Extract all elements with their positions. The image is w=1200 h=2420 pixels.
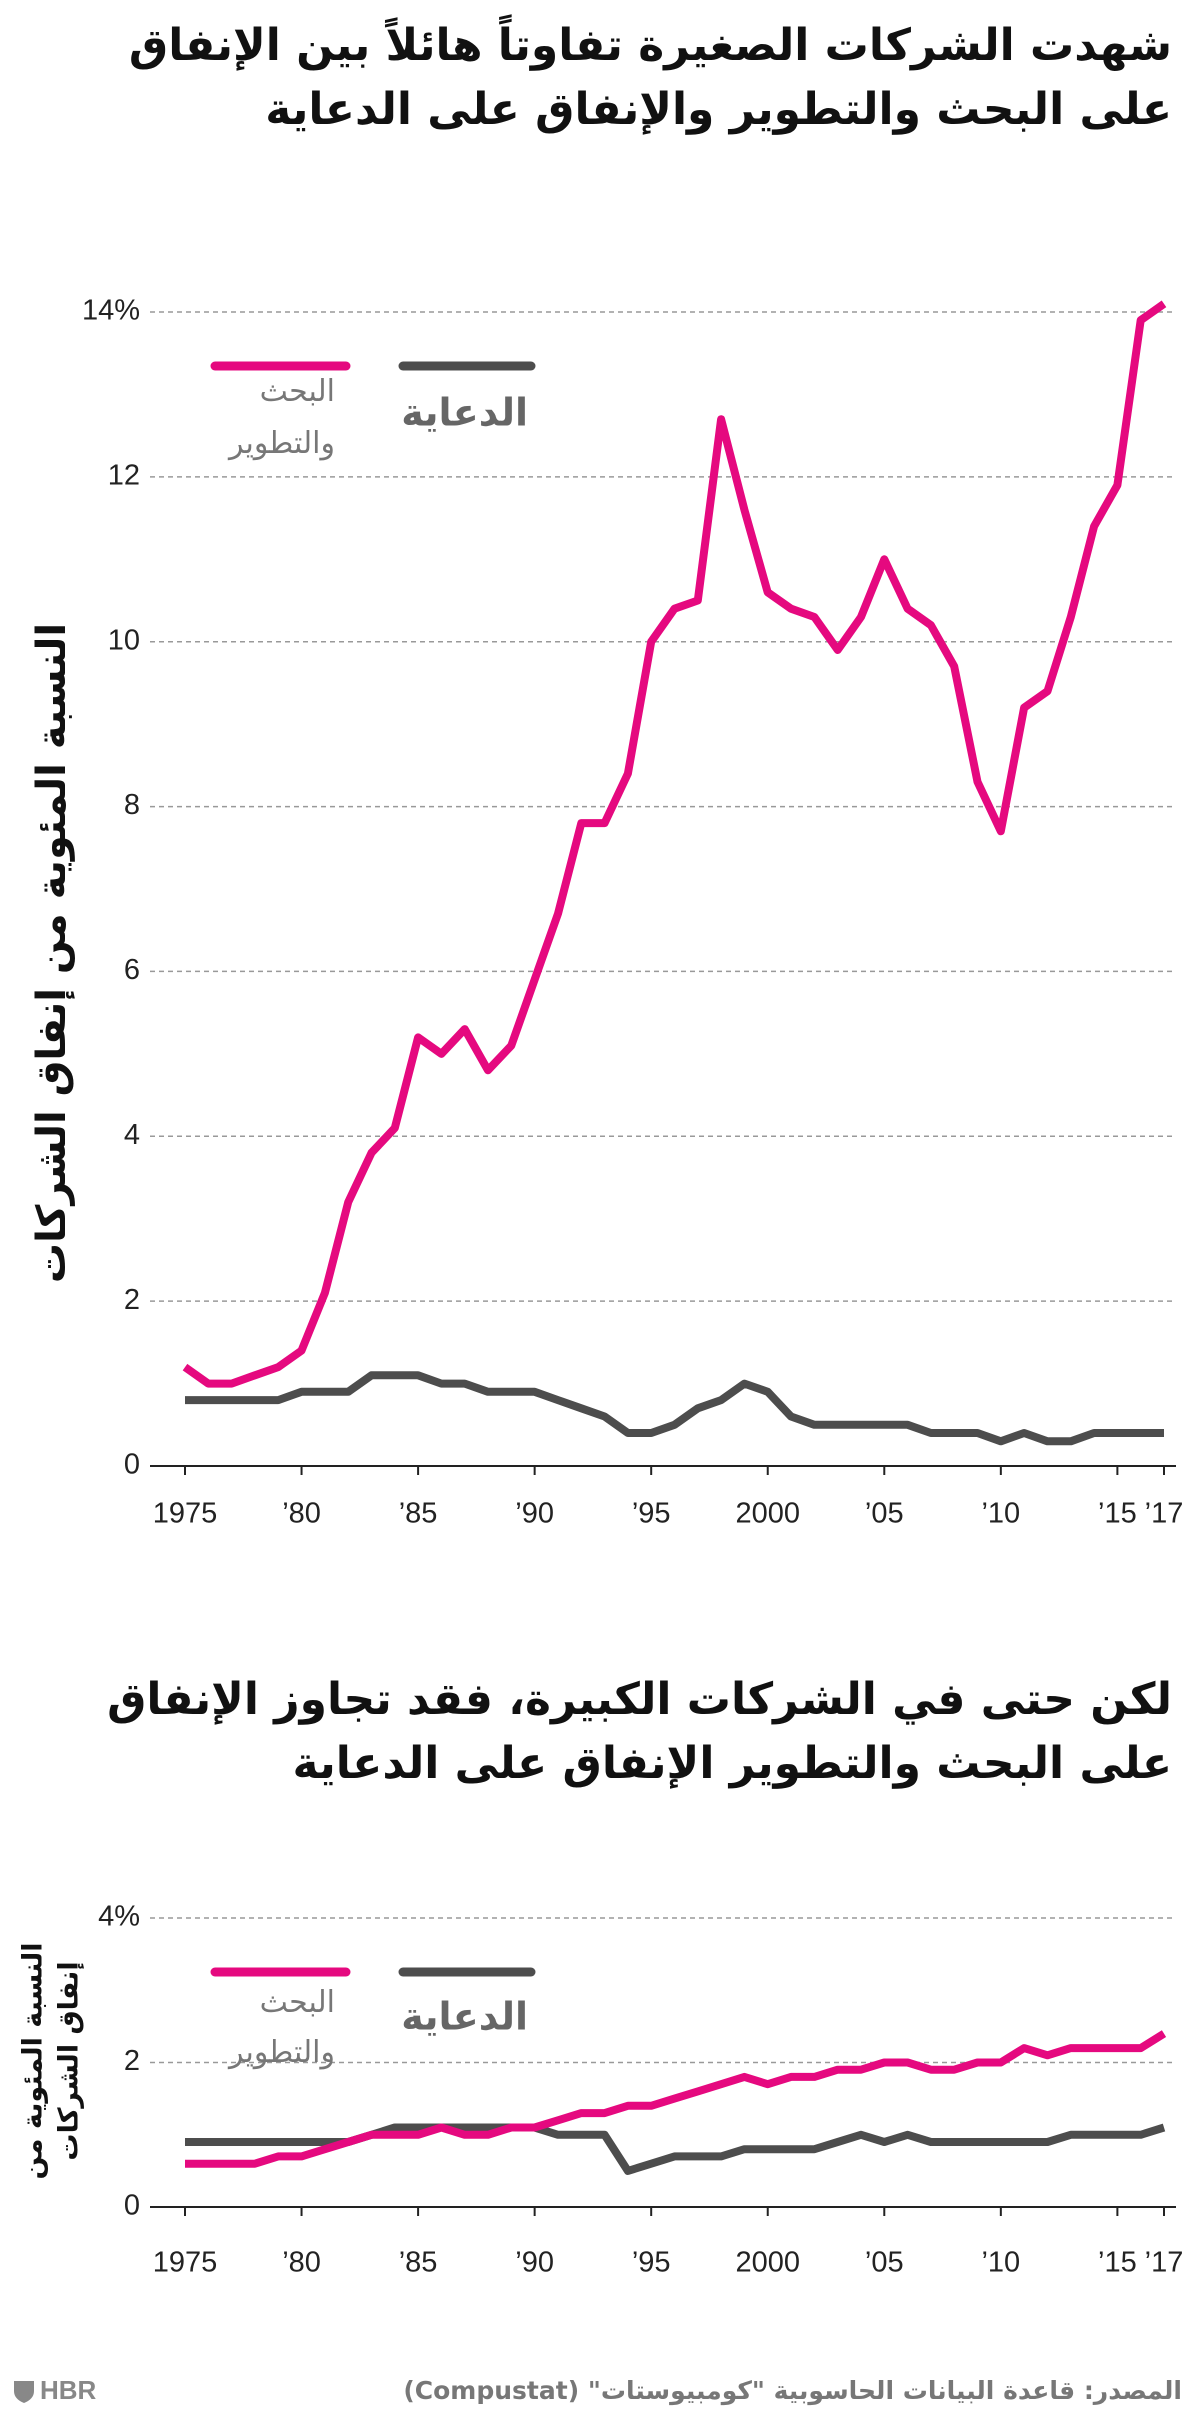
- x-tick-label: ’05: [865, 1498, 904, 1530]
- legend-label: البحث والتطوير: [227, 374, 335, 461]
- legend-label-line: والتطوير: [227, 426, 335, 461]
- x-tick-label: ’10: [981, 2247, 1020, 2279]
- y-axis-label: النسبة المئوية من: [18, 1942, 49, 2179]
- x-tick-label: ’95: [632, 2247, 671, 2279]
- y-tick-label: 0: [124, 2190, 140, 2222]
- x-tick-label: ’90: [515, 1498, 554, 1530]
- x-tick-label: ’17: [1145, 2247, 1184, 2279]
- y-axis-label: النسبة المئوية من إنفاق الشركات: [29, 623, 75, 1283]
- logo-icon: [14, 2381, 34, 2403]
- legend-label: الدعاية: [401, 391, 528, 435]
- x-tick-label: ’95: [632, 1498, 671, 1530]
- x-tick-label: ’05: [865, 2247, 904, 2279]
- x-tick-label: ’80: [282, 2247, 321, 2279]
- x-tick-label: ’15: [1098, 1498, 1137, 1530]
- source-note: المصدر: قاعدة البيانات الحاسوبية "كومبيو…: [403, 2376, 1182, 2406]
- legend-label-line: البحث: [260, 1985, 335, 2020]
- x-tick-label: ’80: [282, 1498, 321, 1530]
- series-line: [182, 300, 1167, 1388]
- y-tick-label: 12: [108, 460, 140, 492]
- series-line: [185, 1371, 1164, 1446]
- y-axis-label: إنفاق الشركات: [54, 1961, 85, 2160]
- legend-label-line: والتطوير: [227, 2035, 335, 2070]
- x-tick-label: ’10: [981, 1498, 1020, 1530]
- legend-label: البحث والتطوير: [227, 1985, 335, 2070]
- x-tick-label: 1975: [153, 1498, 218, 1530]
- legend-label-line: البحث: [260, 374, 335, 409]
- y-tick-label: 4: [124, 1119, 140, 1151]
- logo: HBR: [40, 2375, 97, 2405]
- x-tick-label: ’85: [399, 1498, 438, 1530]
- y-tick-label: 10: [108, 624, 140, 656]
- chart-title: شهدت الشركات الصغيرة تفاوتاً هائلاً بين …: [128, 20, 1172, 135]
- x-tick-label: ’17: [1145, 1498, 1184, 1530]
- legend-label: الدعاية: [401, 1995, 528, 2039]
- y-tick-label: 2: [124, 1284, 140, 1316]
- y-tick-label: 0: [124, 1449, 140, 1481]
- x-tick-label: 1975: [153, 2247, 218, 2279]
- y-tick-label: 4%: [98, 1901, 140, 1933]
- x-tick-label: ’90: [515, 2247, 554, 2279]
- y-tick-label: 6: [124, 954, 140, 986]
- series-line: [185, 2030, 1167, 2168]
- x-tick-label: 2000: [735, 1498, 800, 1530]
- x-tick-label: ’15: [1098, 2247, 1137, 2279]
- chart-title: لكن حتى في الشركات الكبيرة، فقد تجاوز ال…: [107, 1674, 1172, 1789]
- y-tick-label: 14%: [82, 295, 140, 327]
- x-tick-label: 2000: [735, 2247, 800, 2279]
- y-tick-label: 8: [124, 789, 140, 821]
- x-tick-label: ’85: [399, 2247, 438, 2279]
- y-tick-label: 2: [124, 2045, 140, 2077]
